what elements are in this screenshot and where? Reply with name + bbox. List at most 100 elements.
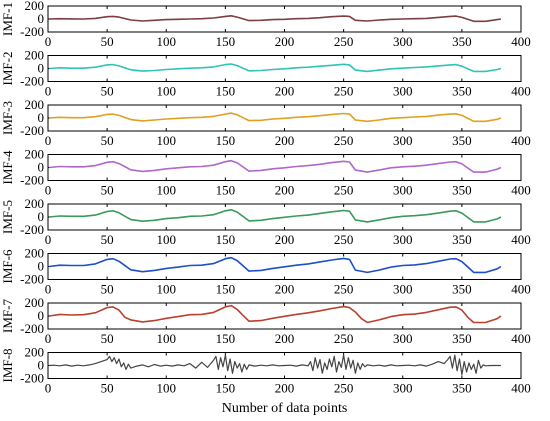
panel-1-x-tick-label: 200	[275, 34, 295, 49]
panel-1-x-tick-label: 250	[334, 34, 354, 49]
panel-6-label: IMF-6	[0, 249, 15, 283]
panel-2-y-tick-label: -200	[20, 74, 44, 89]
panel-5-x-tick-label: 250	[334, 232, 354, 247]
panel-1-y-tick-label: 200	[25, 0, 45, 13]
panel-7-x-tick-label: 200	[275, 331, 295, 346]
panel-7-x-tick-label: 0	[45, 331, 52, 346]
panel-1-x-tick-label: 350	[452, 34, 472, 49]
panel-3-x-tick-label: 350	[452, 133, 472, 148]
panel-5-series-line	[49, 209, 502, 223]
panel-1-x-tick-label: 50	[101, 34, 114, 49]
panel-2-x-tick-label: 200	[275, 84, 295, 99]
panel-5-x-tick-label: 0	[45, 232, 52, 247]
panel-4-x-tick-label: 50	[101, 183, 114, 198]
panel-3-x-tick-label: 200	[275, 133, 295, 148]
panel-4-y-tick-label: 0	[38, 160, 45, 175]
panel-7-x-tick-label: 150	[216, 331, 236, 346]
panel-8-x-tick-label: 0	[45, 381, 52, 396]
panel-2-series-line	[49, 63, 502, 73]
panel-4-y-tick-label: 200	[25, 147, 45, 162]
panel-8-series-line	[49, 354, 501, 376]
panel-3-x-tick-label: 300	[393, 133, 413, 148]
panel-4-x-tick-label: 300	[393, 183, 413, 198]
panel-8-x-tick-label: 150	[216, 381, 236, 396]
panel-2-x-tick-label: 100	[157, 84, 177, 99]
panel-8-x-tick-label: 350	[452, 381, 472, 396]
panel-7-x-tick-label: 100	[157, 331, 177, 346]
panel-6-series-line	[49, 256, 502, 274]
panel-4-y-tick-label: -200	[20, 173, 44, 188]
panel-7-y-tick-label: 200	[25, 295, 45, 310]
panel-4-x-tick-label: 100	[157, 183, 177, 198]
panel-1-y-tick-label: 0	[38, 11, 45, 26]
panel-1-x-tick-label: 150	[216, 34, 236, 49]
panel-7-label: IMF-7	[0, 299, 15, 333]
panel-2-x-tick-label: 150	[216, 84, 236, 99]
panel-5-label: IMF-5	[0, 200, 15, 234]
panel-6-y-tick-label: 200	[25, 246, 45, 261]
panel-1-x-tick-label: 100	[157, 34, 177, 49]
panel-5-x-tick-label: 50	[101, 232, 114, 247]
panel-3-x-tick-label: 100	[157, 133, 177, 148]
panel-7-y-tick-label: 0	[38, 308, 45, 323]
panel-2-x-tick-label: 400	[511, 84, 531, 99]
panel-5-x-tick-label: 400	[511, 232, 531, 247]
panel-2-x-tick-label: 300	[393, 84, 413, 99]
panel-5-x-tick-label: 300	[393, 232, 413, 247]
panel-8-label: IMF-8	[0, 349, 15, 383]
panel-7-x-tick-label: 300	[393, 331, 413, 346]
panel-6-x-tick-label: 400	[511, 282, 531, 297]
x-axis-label: Number of data points	[222, 401, 348, 416]
panel-3-x-tick-label: 400	[511, 133, 531, 148]
panel-8-y-tick-label: 0	[38, 358, 45, 373]
panel-1-label: IMF-1	[0, 2, 15, 36]
panel-4-x-tick-label: 0	[45, 183, 52, 198]
panel-8-x-tick-label: 50	[101, 381, 114, 396]
panel-1-x-tick-label: 0	[45, 34, 52, 49]
panel-8-x-tick-label: 200	[275, 381, 295, 396]
panel-3-series-line	[49, 112, 502, 123]
panel-1-x-tick-label: 300	[393, 34, 413, 49]
panel-4-x-tick-label: 400	[511, 183, 531, 198]
panel-7-x-tick-label: 50	[101, 331, 114, 346]
panel-5-x-tick-label: 200	[275, 232, 295, 247]
panel-7-x-tick-label: 400	[511, 331, 531, 346]
panel-3-y-tick-label: -200	[20, 123, 44, 138]
panel-8-x-tick-label: 300	[393, 381, 413, 396]
panel-1-y-tick-label: -200	[20, 24, 44, 39]
panel-3-x-tick-label: 0	[45, 133, 52, 148]
panel-3-label: IMF-3	[0, 101, 15, 135]
panel-2-x-tick-label: 0	[45, 84, 52, 99]
panel-2-x-tick-label: 250	[334, 84, 354, 99]
panel-4-x-tick-label: 200	[275, 183, 295, 198]
panel-6-x-tick-label: 200	[275, 282, 295, 297]
panel-8-x-tick-label: 100	[157, 381, 177, 396]
panel-7-y-tick-label: -200	[20, 321, 44, 336]
panel-4-x-tick-label: 150	[216, 183, 236, 198]
panel-6-y-tick-label: 0	[38, 259, 45, 274]
panel-6-x-tick-label: 250	[334, 282, 354, 297]
panel-5-x-tick-label: 100	[157, 232, 177, 247]
panel-2-label: IMF-2	[0, 52, 15, 86]
panel-7-x-tick-label: 350	[452, 331, 472, 346]
panel-6-x-tick-label: 150	[216, 282, 236, 297]
panel-8-y-tick-label: -200	[20, 371, 44, 386]
panel-5-y-tick-label: -200	[20, 222, 44, 237]
panel-8-y-tick-label: 200	[25, 345, 45, 360]
panel-5-y-tick-label: 200	[25, 196, 45, 211]
panel-5-y-tick-label: 0	[38, 209, 45, 224]
panel-3-y-tick-label: 0	[38, 110, 45, 125]
panel-7-series-line	[49, 304, 502, 324]
panel-6-x-tick-label: 50	[101, 282, 114, 297]
panel-7-x-tick-label: 250	[334, 331, 354, 346]
panel-3-x-tick-label: 250	[334, 133, 354, 148]
panel-6-x-tick-label: 0	[45, 282, 52, 297]
panel-1-x-tick-label: 400	[511, 34, 531, 49]
panel-8-x-tick-label: 400	[511, 381, 531, 396]
panel-8-x-tick-label: 250	[334, 381, 354, 396]
panel-2-y-tick-label: 200	[25, 48, 45, 63]
panel-2-y-tick-label: 0	[38, 61, 45, 76]
panel-6-x-tick-label: 100	[157, 282, 177, 297]
